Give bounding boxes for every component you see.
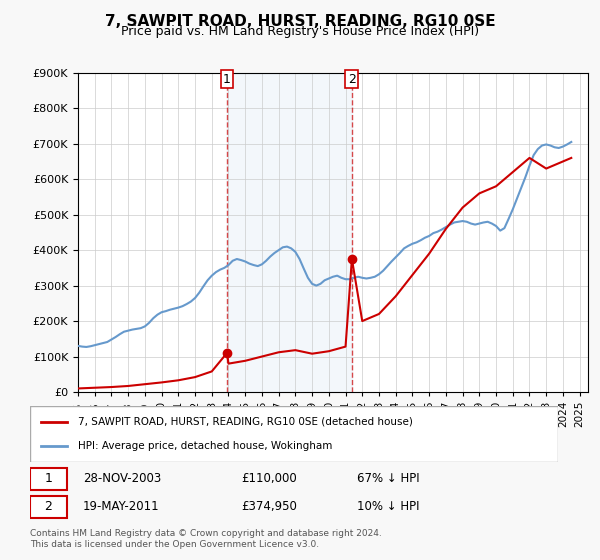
Text: 7, SAWPIT ROAD, HURST, READING, RG10 0SE (detached house): 7, SAWPIT ROAD, HURST, READING, RG10 0SE…	[77, 417, 412, 427]
FancyBboxPatch shape	[30, 496, 67, 518]
Text: £110,000: £110,000	[241, 472, 297, 486]
Text: 10% ↓ HPI: 10% ↓ HPI	[358, 500, 420, 514]
Text: £374,950: £374,950	[241, 500, 297, 514]
Text: Price paid vs. HM Land Registry's House Price Index (HPI): Price paid vs. HM Land Registry's House …	[121, 25, 479, 38]
Text: Contains HM Land Registry data © Crown copyright and database right 2024.
This d: Contains HM Land Registry data © Crown c…	[30, 529, 382, 549]
FancyBboxPatch shape	[30, 468, 67, 490]
Text: 67% ↓ HPI: 67% ↓ HPI	[358, 472, 420, 486]
Text: 1: 1	[223, 73, 231, 86]
Text: 2: 2	[44, 500, 52, 514]
Text: 28-NOV-2003: 28-NOV-2003	[83, 472, 161, 486]
Text: 19-MAY-2011: 19-MAY-2011	[83, 500, 160, 514]
FancyBboxPatch shape	[30, 406, 558, 462]
Text: 1: 1	[44, 472, 52, 486]
Text: 2: 2	[348, 73, 356, 86]
Text: HPI: Average price, detached house, Wokingham: HPI: Average price, detached house, Woki…	[77, 441, 332, 451]
Bar	[227, 73, 352, 392]
Text: 7, SAWPIT ROAD, HURST, READING, RG10 0SE: 7, SAWPIT ROAD, HURST, READING, RG10 0SE	[104, 14, 496, 29]
